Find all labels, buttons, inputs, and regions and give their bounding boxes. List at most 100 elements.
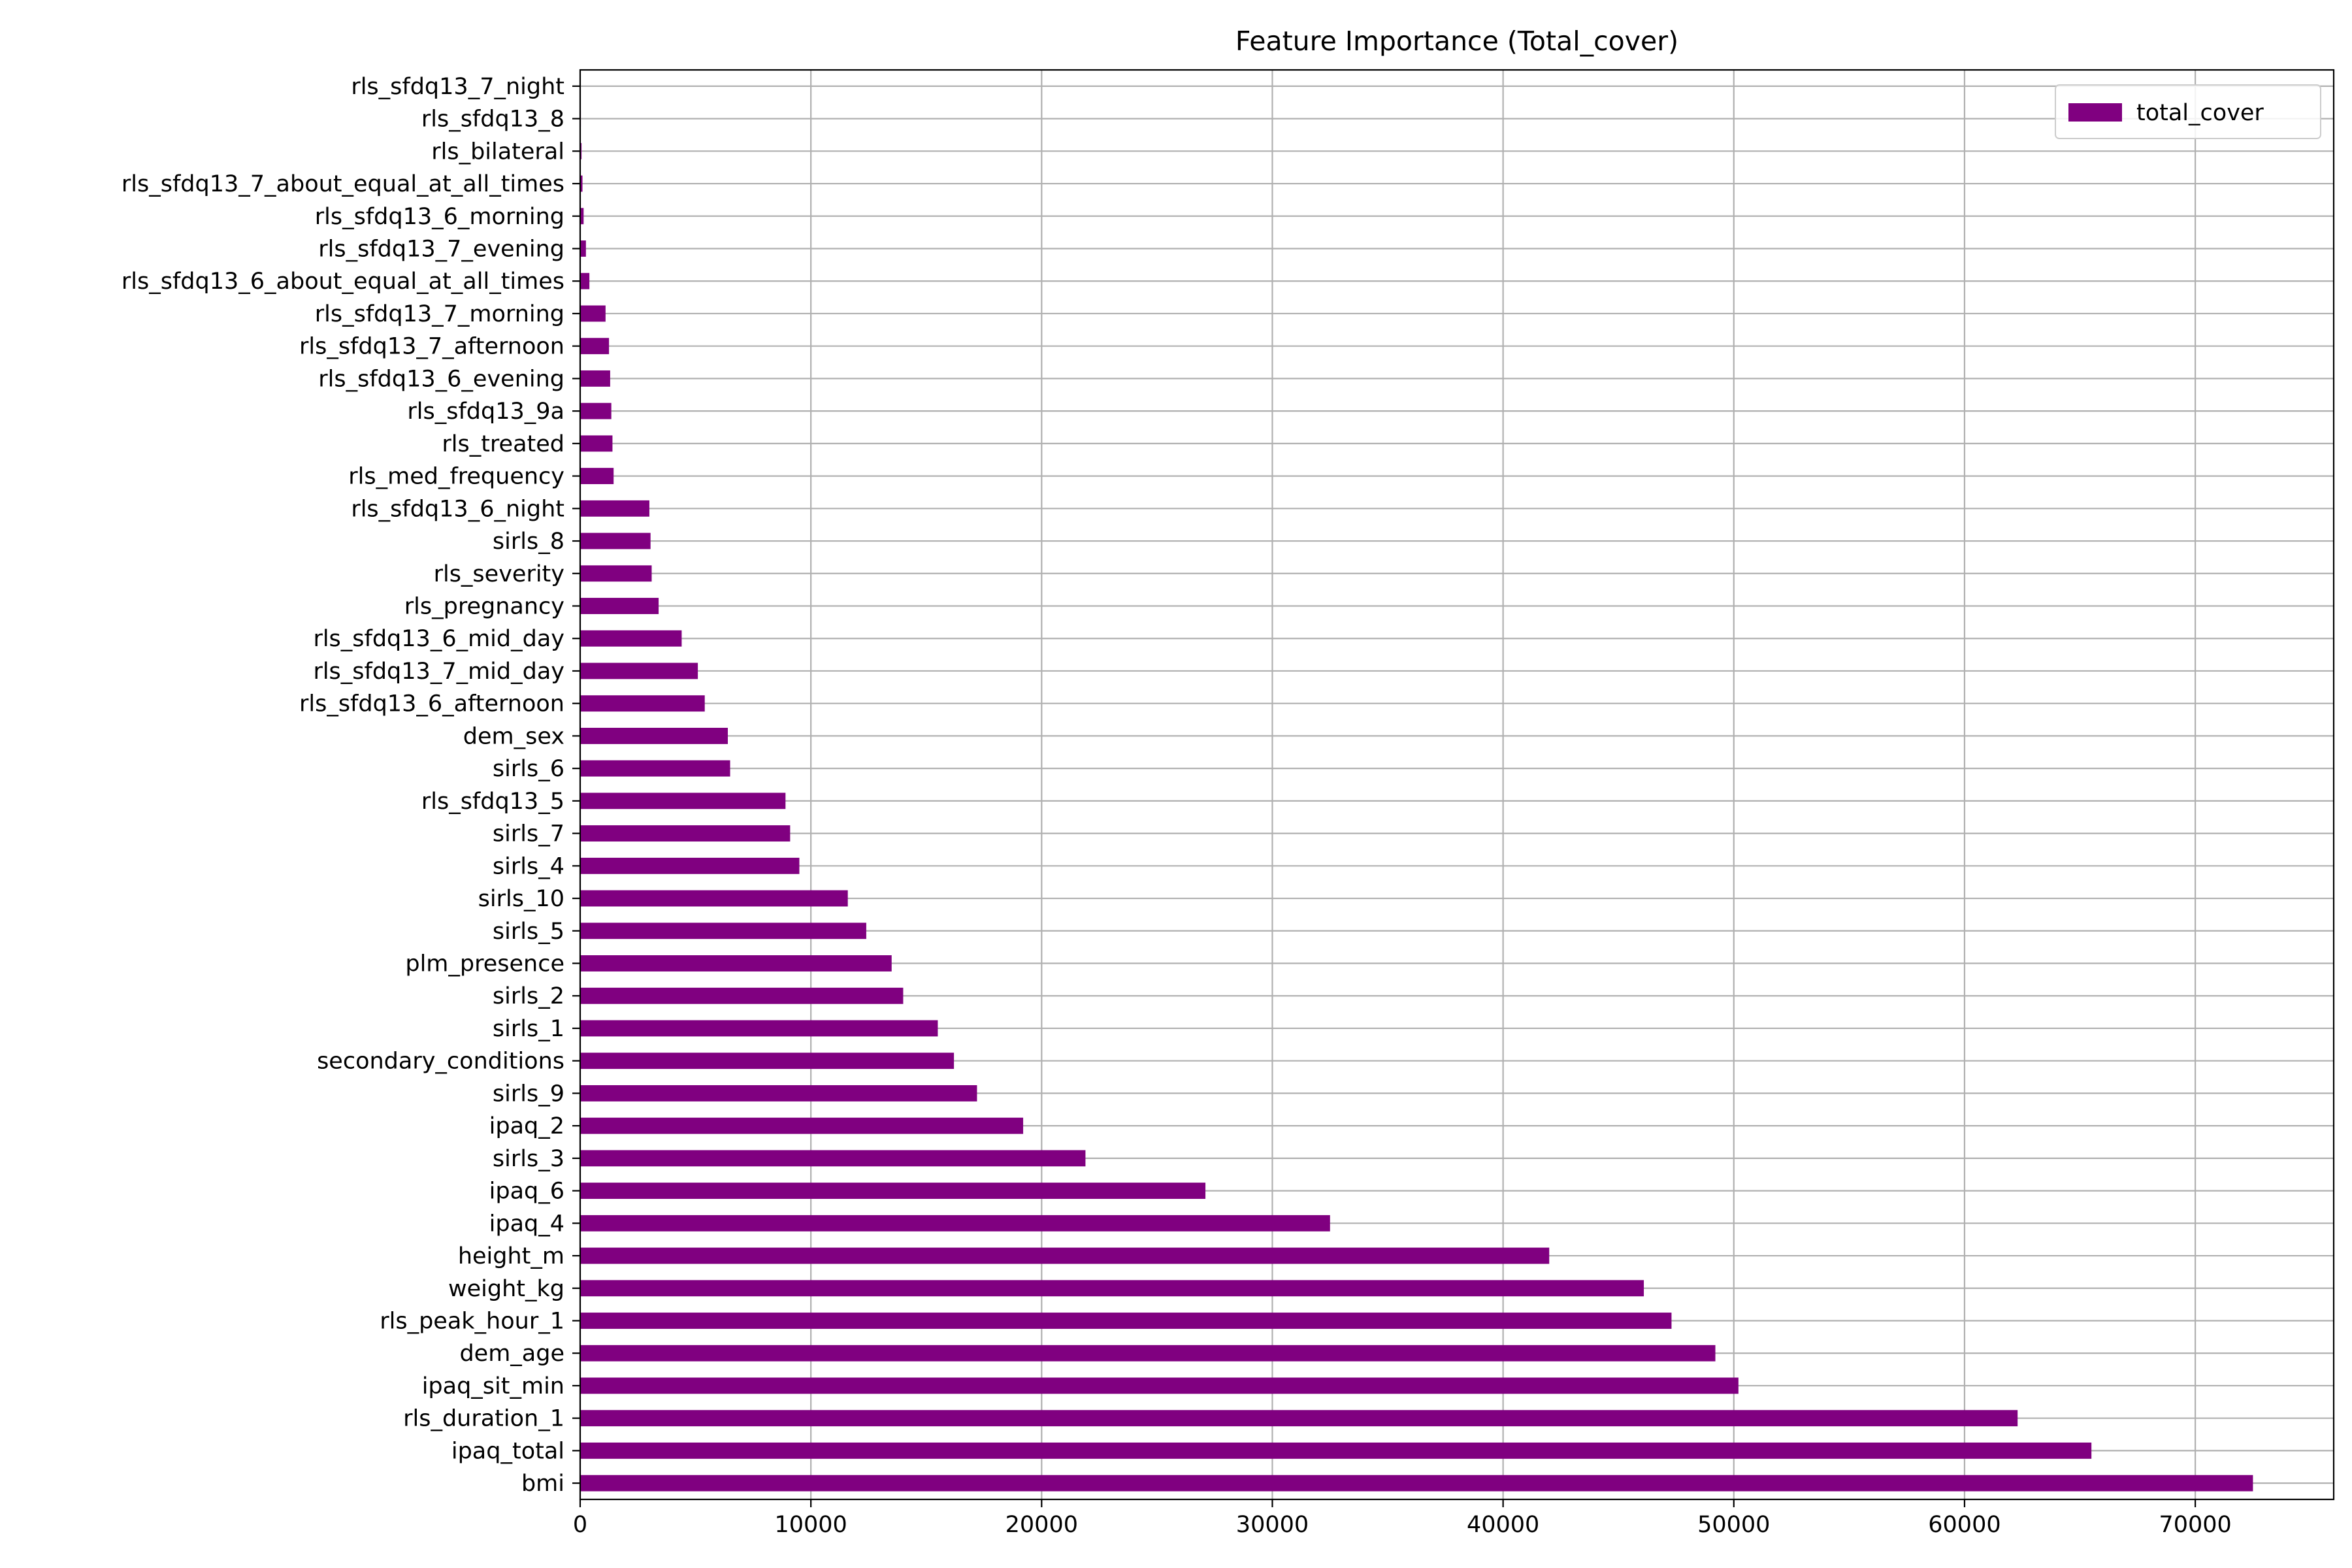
x-tick-label: 40000 <box>1467 1512 1539 1538</box>
bar-rls_sfdq13_7_evening <box>580 240 586 257</box>
y-tick-label: rls_sfdq13_7_mid_day <box>313 659 564 685</box>
chart-title: Feature Importance (Total_cover) <box>1235 25 1678 57</box>
x-tick-label: 60000 <box>1928 1512 2001 1538</box>
y-tick-label: rls_sfdq13_6_night <box>351 496 564 522</box>
bar-rls_peak_hour_1 <box>580 1313 1672 1329</box>
bar-rls_sfdq13_7_afternoon <box>580 338 610 355</box>
bar-rls_sfdq13_5 <box>580 792 786 809</box>
bar-sirls_3 <box>580 1150 1086 1167</box>
y-tick-label: rls_sfdq13_7_morning <box>315 301 564 327</box>
bar-rls_duration_1 <box>580 1410 2018 1427</box>
y-tick-label: ipaq_4 <box>489 1211 564 1237</box>
bar-dem_age <box>580 1345 1716 1362</box>
bar-ipaq_2 <box>580 1117 1024 1134</box>
bar-bmi <box>580 1475 2253 1492</box>
x-axis: 0 10000 20000 30000 40000 50000 60000 70000 <box>573 1499 2232 1538</box>
bar-ipaq_6 <box>580 1183 1206 1200</box>
y-tick-label: sirls_3 <box>493 1146 564 1172</box>
y-tick-label: dem_sex <box>463 723 564 749</box>
y-tick-label: rls_sfdq13_8 <box>421 106 564 133</box>
y-tick-label: weight_kg <box>448 1276 564 1302</box>
y-tick-label: rls_bilateral <box>431 139 564 165</box>
y-tick-label: ipaq_6 <box>489 1179 564 1205</box>
y-tick-label: sirls_2 <box>493 983 564 1009</box>
bar-sirls_8 <box>580 532 651 549</box>
y-tick-label: rls_sfdq13_6_evening <box>318 366 564 392</box>
bar-secondary_conditions <box>580 1053 955 1070</box>
x-tick-label: 20000 <box>1005 1512 1078 1538</box>
y-tick-label: rls_severity <box>434 561 564 587</box>
bar-rls_sfdq13_7_about_equal_at_all_times <box>580 175 583 192</box>
bar-sirls_6 <box>580 760 730 777</box>
y-tick-label: sirls_4 <box>493 853 564 879</box>
legend-label: total_cover <box>2136 100 2264 126</box>
bar-height_m <box>580 1247 1550 1264</box>
bar-sirls_5 <box>580 923 866 939</box>
bar-sirls_4 <box>580 857 800 874</box>
y-tick-label: rls_peak_hour_1 <box>380 1309 564 1335</box>
y-tick-label: sirls_1 <box>493 1016 564 1042</box>
y-tick-label: secondary_conditions <box>317 1049 564 1075</box>
bar-ipaq_sit_min <box>580 1377 1739 1394</box>
bar-weight_kg <box>580 1280 1644 1297</box>
bar-rls_sfdq13_6_about_equal_at_all_times <box>580 272 590 289</box>
y-tick-label: rls_sfdq13_5 <box>421 789 564 815</box>
bar-rls_pregnancy <box>580 598 659 614</box>
bar-sirls_2 <box>580 987 904 1004</box>
y-tick-label: rls_sfdq13_7_afternoon <box>299 334 564 360</box>
y-tick-label: sirls_5 <box>493 919 564 945</box>
y-tick-label: plm_presence <box>405 951 564 977</box>
y-tick-label: rls_sfdq13_7_about_equal_at_all_times <box>122 171 564 197</box>
y-tick-label: bmi <box>521 1471 564 1497</box>
y-tick-label: ipaq_sit_min <box>422 1373 564 1399</box>
y-tick-label: rls_sfdq13_6_afternoon <box>299 691 564 717</box>
y-tick-label: rls_sfdq13_7_evening <box>318 237 564 263</box>
x-tick-label: 30000 <box>1236 1512 1309 1538</box>
y-tick-label: sirls_10 <box>478 886 564 912</box>
y-tick-label: rls_duration_1 <box>403 1406 564 1432</box>
legend-box <box>2055 84 2321 139</box>
bar-sirls_1 <box>580 1020 938 1037</box>
y-tick-label: rls_treated <box>442 431 564 457</box>
y-tick-label: rls_med_frequency <box>348 464 564 490</box>
y-tick-label: sirls_8 <box>493 529 564 555</box>
plot-frame <box>579 69 2335 1501</box>
y-tick-label: ipaq_2 <box>489 1113 564 1139</box>
y-tick-label: rls_sfdq13_9a <box>407 399 564 425</box>
y-tick-label: rls_sfdq13_6_mid_day <box>313 626 564 652</box>
x-tick-label: 50000 <box>1697 1512 1770 1538</box>
bar-sirls_9 <box>580 1085 977 1102</box>
bar-rls_sfdq13_6_evening <box>580 370 610 387</box>
bar-ipaq_4 <box>580 1215 1330 1232</box>
bar-rls_sfdq13_9a <box>580 402 612 419</box>
bar-dem_sex <box>580 727 728 744</box>
bar-rls_sfdq13_7_morning <box>580 305 606 322</box>
legend: total_cover <box>2055 84 2321 139</box>
y-tick-label: rls_sfdq13_7_night <box>351 74 564 100</box>
bar-rls_severity <box>580 565 652 582</box>
bar-sirls_7 <box>580 825 791 842</box>
legend-swatch <box>2068 103 2122 122</box>
y-tick-label: rls_sfdq13_6_about_equal_at_all_times <box>122 269 564 295</box>
bar-rls_sfdq13_6_night <box>580 500 649 517</box>
bar-rls_med_frequency <box>580 468 614 485</box>
bars <box>580 78 2253 1492</box>
y-tick-label: ipaq_total <box>451 1438 564 1464</box>
y-tick-label: dem_age <box>459 1341 564 1367</box>
y-tick-label: sirls_6 <box>493 756 564 782</box>
bar-rls_sfdq13_6_morning <box>580 208 584 225</box>
bar-plm_presence <box>580 955 892 972</box>
y-tick-label: sirls_7 <box>493 821 564 847</box>
bar-rls_sfdq13_6_mid_day <box>580 630 682 647</box>
y-tick-label: rls_sfdq13_6_morning <box>315 204 564 230</box>
bar-rls_treated <box>580 435 613 452</box>
bar-sirls_10 <box>580 890 848 907</box>
y-tick-label: height_m <box>458 1243 564 1269</box>
bar-rls_sfdq13_6_afternoon <box>580 695 705 712</box>
x-tick-label: 0 <box>573 1512 587 1538</box>
x-tick-label: 10000 <box>774 1512 847 1538</box>
y-tick-label: rls_pregnancy <box>404 594 564 620</box>
